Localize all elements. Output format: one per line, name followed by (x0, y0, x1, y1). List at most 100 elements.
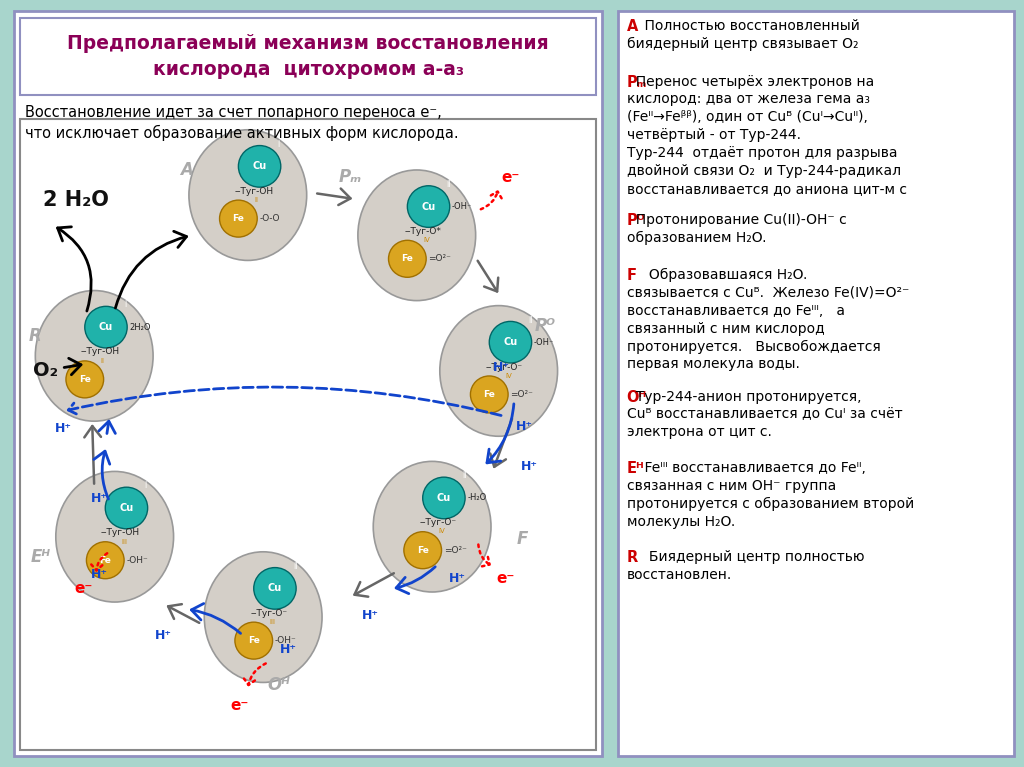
Text: Перенос четырёх электронов на
кислород: два от железа гема а₃
(Feᴵᴵ→Feᵝᵝ), один : Перенос четырёх электронов на кислород: … (627, 74, 906, 196)
Text: A: A (627, 19, 638, 35)
Text: Pᴼ: Pᴼ (535, 317, 555, 334)
Text: =О²⁻: =О²⁻ (443, 545, 467, 555)
Text: R: R (29, 327, 41, 345)
Text: Восстановление идет за счет попарного переноса е⁻,
что исключает образование акт: Восстановление идет за счет попарного пе… (25, 104, 458, 141)
Bar (20, 18, 596, 94)
Text: III: III (121, 538, 127, 545)
Text: Fe: Fe (401, 255, 414, 263)
Text: II: II (254, 197, 258, 203)
Text: R: R (627, 550, 638, 565)
Text: =О²⁻: =О²⁻ (428, 255, 452, 263)
Circle shape (408, 186, 450, 227)
Text: Fe: Fe (483, 390, 496, 399)
Text: --Туг-О⁻: --Туг-О⁻ (420, 518, 457, 527)
Text: e⁻: e⁻ (75, 581, 93, 597)
Ellipse shape (35, 291, 154, 421)
Text: Fe: Fe (79, 375, 91, 384)
Circle shape (105, 487, 147, 528)
Text: IV: IV (505, 373, 512, 379)
Text: Cu: Cu (99, 322, 113, 332)
Text: -О-О: -О-О (259, 214, 280, 223)
Text: Oᴴ: Oᴴ (627, 390, 647, 404)
Text: Предполагаемый механизм восстановления
кислорода  цитохромом а-а₃: Предполагаемый механизм восстановления к… (68, 34, 549, 79)
Text: Oᴴ: Oᴴ (267, 676, 290, 694)
Text: H⁺: H⁺ (362, 608, 379, 621)
Text: Cu: Cu (422, 202, 435, 212)
Text: Eᴴ: Eᴴ (31, 548, 51, 566)
Text: II: II (446, 180, 451, 189)
Text: 2 H₂O: 2 H₂O (43, 190, 109, 210)
Circle shape (403, 532, 441, 568)
Ellipse shape (55, 472, 174, 602)
Text: =О²⁻: =О²⁻ (510, 390, 534, 399)
Text: -ОН⁻: -ОН⁻ (274, 636, 296, 645)
Circle shape (239, 146, 281, 187)
Text: e⁻: e⁻ (502, 170, 520, 185)
Text: Eᴴ: Eᴴ (627, 462, 644, 476)
Text: Fe: Fe (99, 556, 112, 565)
Text: Cu: Cu (268, 584, 282, 594)
Text: O₂: O₂ (33, 361, 58, 380)
Text: e⁻: e⁻ (230, 698, 249, 713)
Text: Fe: Fe (232, 214, 245, 223)
Text: Pₘ: Pₘ (627, 74, 647, 90)
Ellipse shape (358, 170, 475, 301)
Circle shape (66, 361, 103, 398)
Text: Pₘ: Pₘ (339, 168, 361, 186)
Text: Полностью восстановленный
биядерный центр связывает О₂: Полностью восстановленный биядерный цент… (627, 19, 859, 51)
Text: -ОН⁻: -ОН⁻ (452, 202, 472, 211)
Ellipse shape (205, 551, 322, 683)
Text: --Туг-О⁻: --Туг-О⁻ (486, 363, 523, 371)
Text: Pᴼ: Pᴼ (627, 212, 645, 228)
Text: H⁺: H⁺ (55, 422, 72, 435)
Circle shape (254, 568, 296, 609)
Text: A: A (180, 161, 193, 179)
Text: --Туг-О*: --Туг-О* (404, 227, 441, 236)
Text: Образовавшаяся H₂O.
связывается с Cuᴮ.  Железо Fe(IV)=О²⁻
восстанавливается до F: Образовавшаяся H₂O. связывается с Cuᴮ. Ж… (627, 268, 909, 371)
Text: 2H₂O: 2H₂O (129, 323, 151, 331)
Text: II: II (462, 471, 466, 480)
Text: -ОН⁻: -ОН⁻ (534, 337, 554, 347)
Text: IV: IV (423, 237, 430, 243)
Text: I: I (144, 482, 146, 490)
Ellipse shape (189, 130, 307, 261)
Text: H⁺: H⁺ (91, 492, 108, 505)
Circle shape (470, 376, 508, 413)
Text: H⁺: H⁺ (91, 568, 108, 581)
Text: IV: IV (438, 528, 445, 535)
Text: H⁺: H⁺ (281, 643, 297, 656)
Text: Feᴵᴵᴵ восстанавливается до Feᴵᴵ,
связанная с ним OH⁻ группа
протонируется с обра: Feᴵᴵᴵ восстанавливается до Feᴵᴵ, связанн… (627, 462, 914, 529)
Text: Cu: Cu (253, 161, 266, 171)
Text: -ОН⁻: -ОН⁻ (126, 556, 147, 565)
Circle shape (86, 542, 124, 579)
Text: Cu: Cu (504, 337, 517, 347)
Text: H⁺: H⁺ (494, 361, 510, 374)
Text: II: II (293, 561, 297, 571)
Circle shape (388, 240, 426, 278)
Text: --Туг-О⁻: --Туг-О⁻ (251, 609, 288, 617)
Text: H⁺: H⁺ (516, 420, 532, 433)
Text: -H₂O: -H₂O (467, 493, 486, 502)
Text: III: III (269, 619, 275, 625)
Text: H⁺: H⁺ (521, 460, 538, 473)
Bar (20, 119, 596, 750)
Text: II: II (100, 357, 104, 364)
Text: F: F (516, 530, 528, 548)
Text: I: I (278, 140, 280, 149)
Circle shape (489, 321, 531, 363)
Circle shape (423, 477, 465, 518)
Text: e⁻: e⁻ (497, 571, 515, 587)
Circle shape (85, 306, 127, 348)
Ellipse shape (374, 462, 492, 592)
Text: --Туг-ОН: --Туг-ОН (81, 347, 120, 357)
Text: Биядерный центр полностью
восстановлен.: Биядерный центр полностью восстановлен. (627, 550, 864, 581)
Text: --Туг-ОН: --Туг-ОН (101, 528, 140, 538)
Text: H⁺: H⁺ (450, 572, 466, 585)
Text: Fe: Fe (248, 636, 260, 645)
Text: II: II (528, 315, 532, 324)
Text: Тур-244-анион протонируется,
Cuᴮ восстанавливается до Cuᴵ за счёт
электрона от ц: Тур-244-анион протонируется, Cuᴮ восстан… (627, 390, 902, 439)
Text: H⁺: H⁺ (156, 629, 172, 642)
Text: F: F (627, 268, 637, 283)
Circle shape (219, 200, 257, 237)
Text: --Туг-ОН: --Туг-ОН (234, 186, 273, 196)
